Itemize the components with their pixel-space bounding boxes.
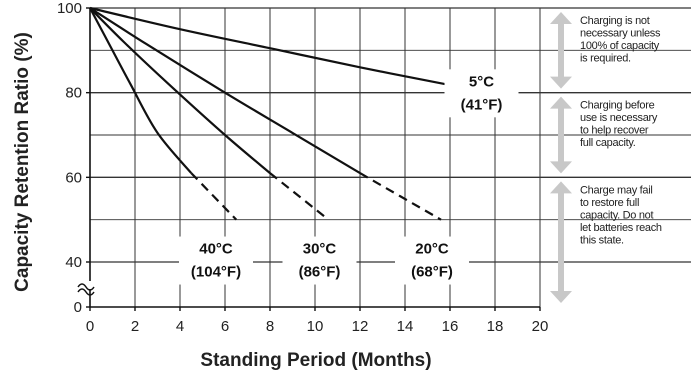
x-tick-label: 8	[266, 318, 274, 335]
x-tick-label: 20	[532, 318, 549, 335]
series-label: 30°C	[303, 241, 337, 258]
series-line-dashed	[190, 172, 238, 221]
annotation-text: this state.	[580, 234, 624, 246]
y-tick-label: 40	[65, 254, 82, 271]
axis-break-mark	[77, 288, 95, 296]
axis-break-mark	[77, 283, 95, 291]
x-tick-label: 6	[221, 318, 229, 335]
x-tick-label: 16	[442, 318, 459, 335]
series-label: (86°F)	[299, 264, 341, 281]
series-label: (104°F)	[191, 264, 241, 281]
series-label-bg	[282, 236, 357, 285]
x-tick-label: 4	[176, 318, 184, 335]
annotation-text: is required.	[580, 53, 631, 65]
double-arrow-icon	[550, 12, 572, 89]
annotation-arrow	[550, 181, 572, 303]
annotation-arrow	[550, 12, 572, 89]
annotation-text: Charging is not	[580, 15, 650, 27]
series-label: (68°F)	[411, 264, 453, 281]
axes	[77, 7, 541, 311]
series-line-dashed	[269, 172, 330, 221]
series-label: 40°C	[199, 241, 233, 258]
annotation-text: to restore full	[580, 197, 639, 209]
annotation-text: Charge may fail	[580, 184, 653, 196]
annotation-text: to help recover	[580, 125, 649, 137]
annotation-text: 100% of capacity	[580, 40, 660, 52]
series-label-bg	[179, 236, 253, 285]
axis-break-mask	[78, 281, 94, 289]
y-tick-label: 0	[74, 299, 82, 316]
series-labels: 5°C (41°F) 20°C (68°F) 30°C (86°F) 40°C (104°F)	[179, 69, 519, 285]
double-arrow-icon	[550, 181, 572, 303]
y-tick-label: 80	[65, 85, 82, 102]
annotation-arrow	[550, 96, 572, 174]
annotation-text: let batteries reach	[580, 222, 662, 234]
x-tick-label: 10	[307, 318, 324, 335]
series-label: 5°C	[469, 73, 494, 90]
annotation-text: use is necessary	[580, 112, 658, 124]
annotation-text: capacity. Do not	[580, 209, 654, 221]
x-tick-label: 2	[131, 318, 139, 335]
y-tick-label: 100	[57, 0, 82, 17]
series-line-solid	[89, 7, 271, 174]
tick-labels: 100 80 60 40 00 2 4 6 8 10 12 14 16 18 20	[57, 0, 548, 335]
series-label-bg	[395, 236, 469, 285]
series-label-bg	[444, 69, 519, 118]
x-tick-label: 18	[487, 318, 504, 335]
annotation-text: full capacity.	[580, 137, 636, 149]
series-line-solid	[89, 7, 193, 174]
y-axis-title: Capacity Retention Ratio (%)	[12, 32, 33, 292]
x-tick-label: 14	[397, 318, 414, 335]
y-tick-label: 60	[65, 169, 82, 186]
series-label: 20°C	[415, 241, 449, 258]
series-line-dashed	[359, 172, 442, 221]
annotation-text: Charging before	[580, 100, 655, 112]
x-tick-label: 12	[352, 318, 369, 335]
series-label: (41°F)	[461, 96, 503, 113]
annotation-text: necessary unless	[580, 28, 661, 40]
series-line-solid	[89, 7, 361, 175]
x-tick-label: 0	[86, 318, 94, 335]
x-axis-title: Standing Period (Months)	[200, 350, 431, 371]
double-arrow-icon	[550, 96, 572, 174]
